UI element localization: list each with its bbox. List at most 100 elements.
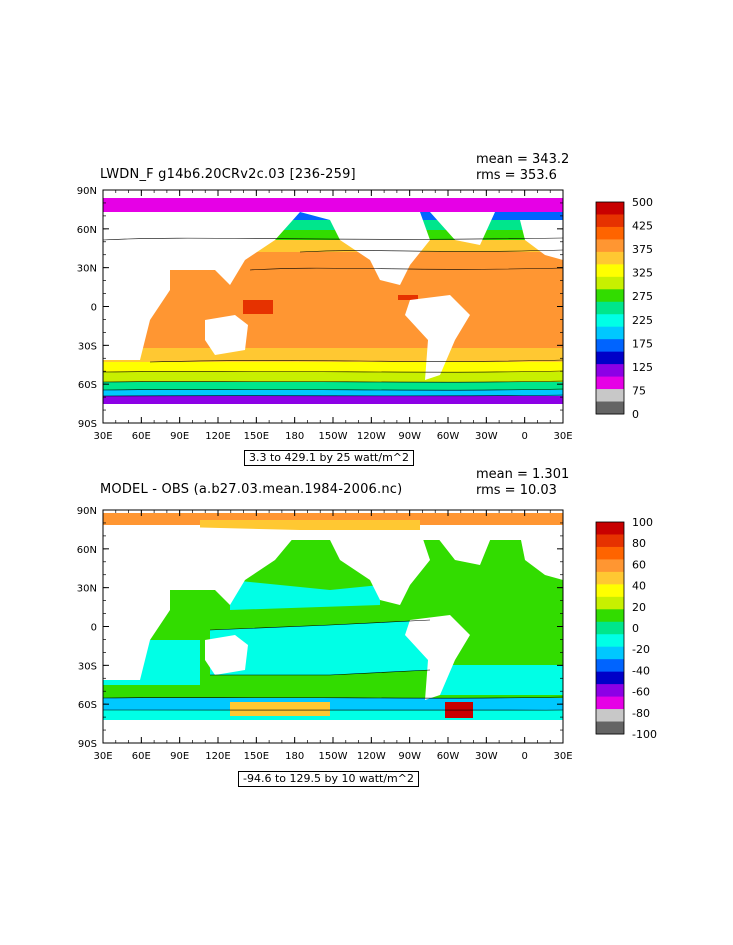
colorbar-label: 375	[632, 243, 653, 256]
land-europe	[520, 535, 563, 580]
lat-tick-label: 90N	[77, 186, 97, 197]
lon-tick-label: 30E	[553, 431, 572, 442]
lon-tick-label: 90W	[398, 751, 421, 762]
land-south-america	[405, 615, 470, 700]
colorbar-swatch	[596, 634, 624, 648]
colorbar-label: 325	[632, 267, 653, 280]
colorbar-swatch	[596, 276, 624, 290]
lon-tick-label: 30E	[553, 751, 572, 762]
lon-tick-label: 0	[521, 751, 527, 762]
lon-tick-label: 60E	[132, 431, 151, 442]
colorbar-label: 500	[632, 196, 653, 209]
lat-tick-label: 90S	[78, 739, 97, 750]
colorbar-label: -40	[632, 664, 650, 677]
colorbar-swatch	[596, 584, 624, 598]
colorbar-swatch	[596, 301, 624, 315]
lon-tick-label: 30W	[475, 751, 498, 762]
lon-tick-label: 150E	[244, 431, 269, 442]
colorbar-swatch	[596, 522, 624, 535]
band-arctic-yellow	[200, 520, 420, 530]
band-50s	[103, 372, 563, 382]
lon-tick-label: 150W	[319, 751, 348, 762]
lon-tick-label: 120W	[357, 751, 386, 762]
band-65s	[103, 396, 563, 404]
lon-tick-label: 30W	[475, 431, 498, 442]
colorbar-swatch	[596, 251, 624, 265]
warm-pool	[243, 300, 273, 314]
land-greenland	[430, 528, 495, 565]
lat-tick-label: 90N	[77, 506, 97, 517]
lat-tick-label: 0	[91, 623, 97, 634]
lon-tick-label: 90W	[398, 431, 421, 442]
lon-tick-label: 150W	[319, 431, 348, 442]
colorbar-swatch	[596, 671, 624, 685]
lat-tick-label: 60N	[77, 545, 97, 556]
land-north-america	[300, 212, 430, 285]
panel-title: LWDN_F g14b6.20CRv2c.03 [236-259]	[100, 167, 356, 182]
colorbar-swatch	[596, 621, 624, 635]
lat-tick-label: 60S	[78, 380, 97, 391]
colorbar-swatch	[596, 546, 624, 560]
lat-tick-label: 30S	[78, 341, 97, 352]
colorbar-label: 40	[632, 580, 646, 593]
lat-tick-label: 30N	[77, 264, 97, 275]
lon-tick-label: 120W	[357, 431, 386, 442]
colorbar-label: 100	[632, 516, 653, 529]
colorbar: 500 425 375 325 275 225 175 125 75 0	[595, 196, 653, 421]
lon-tick-label: 0	[521, 431, 527, 442]
colorbar-swatch	[596, 609, 624, 623]
colorbar-swatch	[596, 389, 624, 403]
lon-tick-label: 60W	[437, 751, 460, 762]
colorbar-swatch	[596, 314, 624, 328]
band-45s	[103, 362, 563, 372]
band-55s	[103, 382, 563, 390]
colorbar-swatch	[596, 326, 624, 340]
colorbar: 100 80 60 40 20 0 -20 -40 -60 -80 -100	[595, 516, 657, 741]
colorbar-swatch	[596, 202, 624, 215]
colorbar-swatch	[596, 646, 624, 660]
lat-tick-label: 60N	[77, 225, 97, 236]
colorbar-label: 125	[632, 361, 653, 374]
rms-label: rms = 10.03	[476, 483, 557, 498]
panel-lwdn: LWDN_F g14b6.20CRv2c.03 [236-259] mean =…	[0, 150, 733, 470]
lon-tick-label: 90E	[170, 431, 189, 442]
colorbar-label: 275	[632, 290, 653, 303]
lon-tick-label: 120E	[205, 751, 230, 762]
colorbar-swatch	[596, 289, 624, 303]
panel-model-minus-obs: MODEL - OBS (a.b27.03.mean.1984-2006.nc)…	[0, 467, 733, 800]
colorbar-swatch	[596, 401, 624, 415]
land-australia	[205, 315, 248, 355]
lon-tick-label: 30E	[93, 751, 112, 762]
region-negative-pacific	[210, 620, 430, 675]
colorbar-label: 80	[632, 537, 646, 550]
colorbar-swatch	[596, 659, 624, 673]
colorbar-swatch	[596, 214, 624, 228]
land-greenland	[430, 212, 495, 245]
land-south-america	[405, 295, 470, 380]
lat-tick-label: 30S	[78, 661, 97, 672]
land-eurasia-africa	[103, 525, 300, 680]
colorbar-label: -60	[632, 686, 650, 699]
panel-title: MODEL - OBS (a.b27.03.mean.1984-2006.nc)	[100, 482, 403, 497]
mean-label: mean = 1.301	[476, 467, 570, 482]
colorbar-label: -100	[632, 728, 657, 741]
colorbar-swatch	[596, 696, 624, 710]
lat-tick-label: 0	[91, 303, 97, 314]
colorbar-swatch	[596, 559, 624, 573]
colorbar-swatch	[596, 351, 624, 365]
land-north-america	[300, 530, 430, 605]
land-eurasia-africa	[103, 212, 300, 360]
lat-tick-label: 30N	[77, 584, 97, 595]
lon-tick-label: 120E	[205, 431, 230, 442]
lon-tick-label: 180	[285, 751, 304, 762]
band-arctic	[103, 198, 563, 212]
colorbar-swatch	[596, 264, 624, 278]
colorbar-label: -80	[632, 707, 650, 720]
colorbar-label: 20	[632, 601, 646, 614]
lon-tick-label: 150E	[244, 751, 269, 762]
colorbar-swatch	[596, 226, 624, 240]
